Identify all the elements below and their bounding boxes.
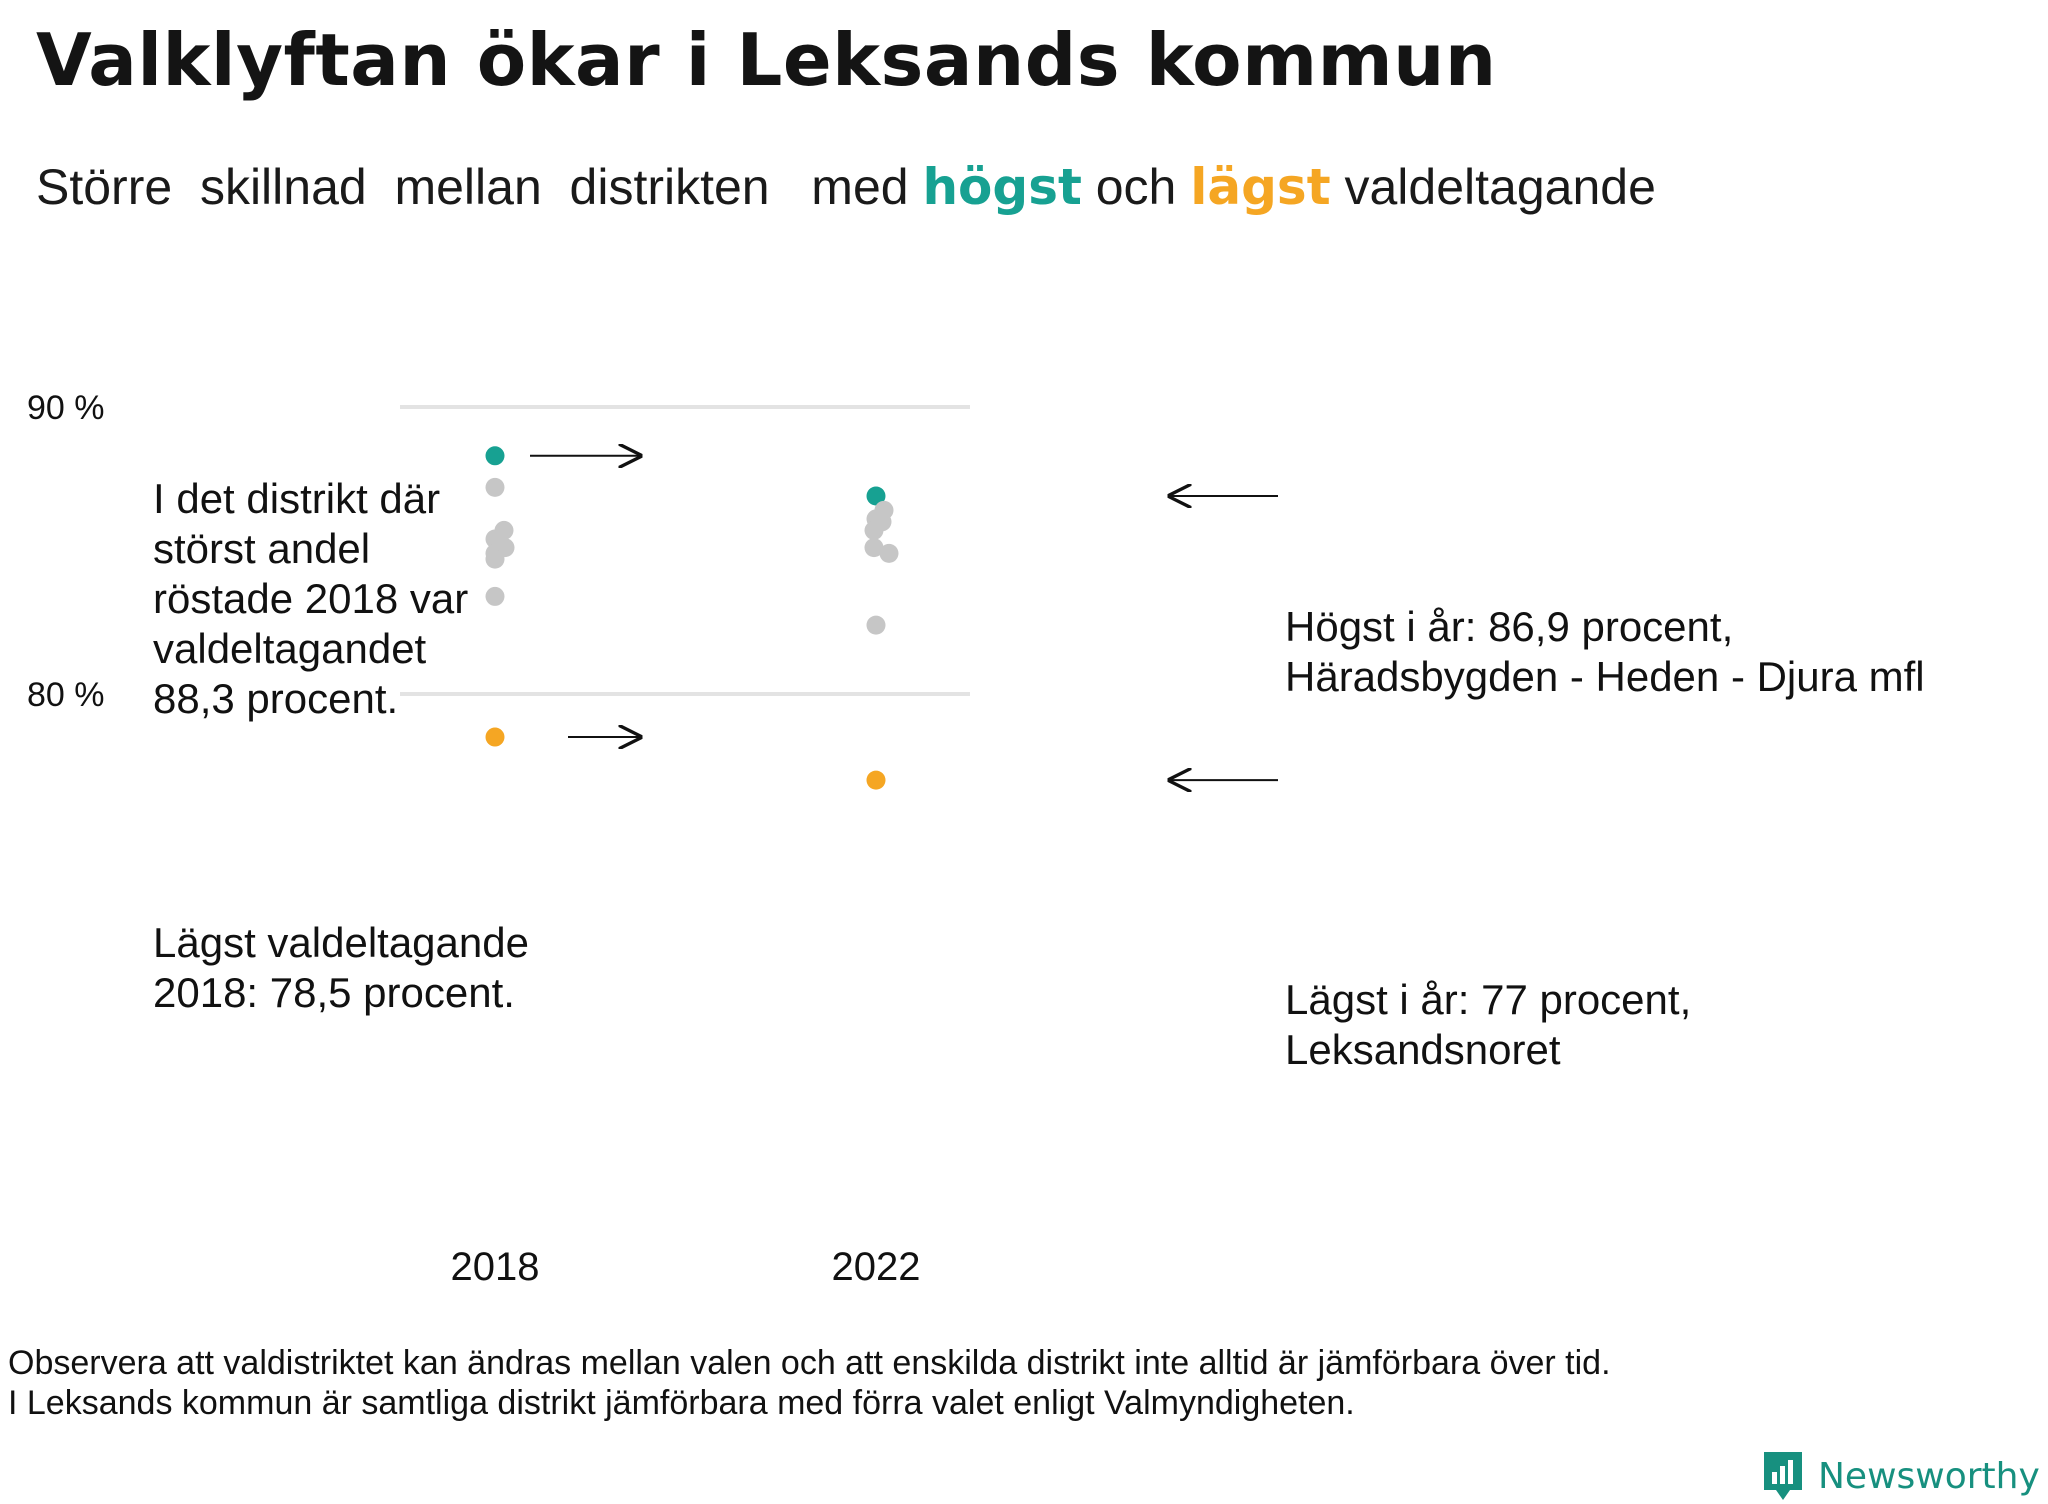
subtitle-low-word: lägst [1190,158,1331,216]
data-point-high [485,446,505,466]
annotation-high-2018-line: I det distrikt där [153,475,440,522]
y-tick-label: 80 % [27,676,105,714]
annotation-low-2022: Lägst i år: 77 procent, Leksandsnoret [1285,976,1691,1073]
subtitle-part2: valdeltagande [1330,159,1656,215]
data-point-other [485,549,505,569]
newsworthy-logo-icon [1764,1452,1802,1500]
footnote-line-1: Observera att valdistriktet kan ändras m… [8,1344,1611,1382]
annotation-high-2018-line: valdeltagandet [153,625,427,672]
subtitle-part1: Större skillnad mellan distrikten med [36,159,923,215]
annotation-high-2022: Högst i år: 86,9 procent, Häradsbygden - … [1285,603,1925,700]
brand-name: Newsworthy [1818,1455,2040,1497]
annotation-high-2018-line: 88,3 procent. [153,675,398,722]
brand-logo[interactable]: Newsworthy [1760,1448,2040,1504]
annotation-high-2022-line: Häradsbygden - Heden - Djura mfl [1285,653,1925,700]
annotation-high-2022-line: Högst i år: 86,9 procent, [1285,603,1733,650]
data-point-high [866,486,886,506]
x-tick-label: 2018 [451,1245,540,1289]
y-tick-label: 90 % [27,389,105,427]
dot-plot: 80 % 90 % 2018 2022 I det distrikt där störst… [27,389,1925,1289]
data-point-low [485,727,505,747]
x-tick-label: 2022 [832,1245,921,1289]
chart-title: Valklyftan ökar i Leksands kommun [36,18,1497,102]
annotation-high-2018-line: röstade 2018 var [153,575,468,622]
data-point-other [866,615,886,635]
annotation-low-2022-line: Leksandsnoret [1285,1026,1561,1073]
annotation-high-2018-line: störst andel [153,525,370,572]
subtitle-high-word: högst [922,158,1082,216]
chart-subtitle: Större skillnad mellan distrikten med hö… [36,158,1656,216]
annotation-low-2018-line: 2018: 78,5 procent. [153,969,515,1016]
annotation-low-2018-line: Lägst valdeltagande [153,919,529,966]
data-point-other [485,586,505,606]
data-point-other [864,538,884,558]
data-point-other [879,543,899,563]
annotation-high-2018: I det distrikt där störst andel röstade 20… [153,475,468,722]
annotation-low-2018: Lägst valdeltagande 2018: 78,5 procent. [153,919,529,1016]
data-point-other [485,477,505,497]
data-point-other [864,520,884,540]
annotation-low-2022-line: Lägst i år: 77 procent, [1285,976,1691,1023]
subtitle-middle: och [1081,159,1191,215]
footnote: Observera att valdistriktet kan ändras m… [8,1343,1611,1423]
data-point-low [866,770,886,790]
footnote-line-2: I Leksands kommun är samtliga distrikt j… [8,1384,1355,1422]
